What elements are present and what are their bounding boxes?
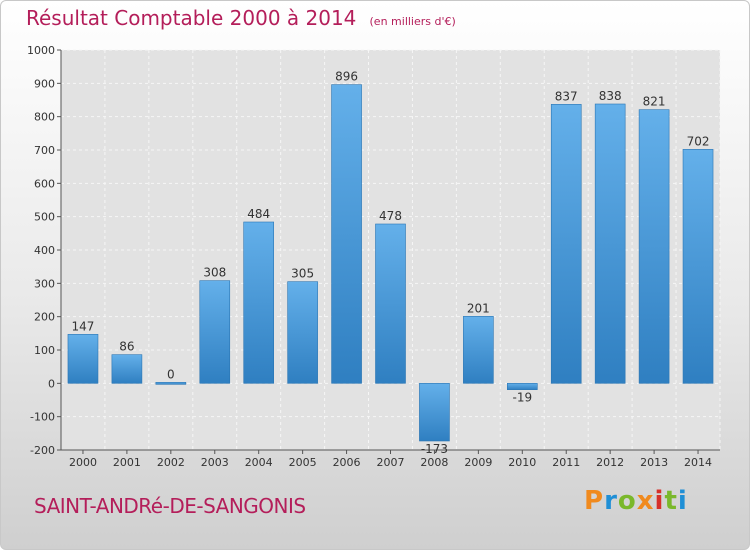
x-tick-label: 2004 bbox=[245, 456, 273, 469]
x-tick-label: 2011 bbox=[552, 456, 580, 469]
x-tick-label: 2002 bbox=[157, 456, 185, 469]
logo-letter: i bbox=[677, 486, 688, 516]
bar bbox=[638, 109, 670, 384]
y-tick-label: 0 bbox=[48, 377, 55, 390]
bar bbox=[550, 104, 582, 384]
x-tick-label: 2000 bbox=[69, 456, 97, 469]
x-tick-label: 2003 bbox=[201, 456, 229, 469]
y-tick-label: 500 bbox=[34, 211, 55, 224]
bar bbox=[155, 382, 187, 385]
y-tick-label: 600 bbox=[34, 177, 55, 190]
bar bbox=[463, 316, 494, 384]
data-label: -19 bbox=[512, 391, 532, 405]
data-label: 821 bbox=[643, 95, 666, 109]
data-label: -173 bbox=[421, 442, 448, 456]
chart-title-block: Résultat Comptable 2000 à 2014 (en milli… bbox=[26, 6, 456, 30]
data-label: 86 bbox=[119, 340, 134, 354]
bar bbox=[199, 280, 231, 384]
x-tick-label: 2006 bbox=[333, 456, 361, 469]
y-tick-label: 100 bbox=[34, 344, 55, 357]
bar bbox=[287, 281, 318, 384]
chart-subtitle: (en milliers d'€) bbox=[369, 15, 456, 28]
bar bbox=[682, 149, 714, 384]
x-tick-label: 2001 bbox=[113, 456, 141, 469]
y-tick-label: 1000 bbox=[27, 44, 55, 57]
x-tick-label: 2005 bbox=[289, 456, 317, 469]
logo-letter: P bbox=[584, 486, 605, 516]
data-label: 838 bbox=[599, 89, 622, 103]
x-tick-label: 2012 bbox=[596, 456, 624, 469]
data-label: 305 bbox=[291, 267, 314, 281]
bar bbox=[594, 103, 626, 384]
logo-letter: x bbox=[636, 486, 655, 516]
data-label: 0 bbox=[167, 367, 175, 381]
bar bbox=[243, 221, 274, 384]
x-tick-label: 2013 bbox=[640, 456, 668, 469]
bar bbox=[331, 84, 362, 384]
data-label: 308 bbox=[203, 266, 226, 280]
data-label: 896 bbox=[335, 70, 358, 84]
y-tick-label: -100 bbox=[30, 411, 55, 424]
x-tick-label: 2010 bbox=[508, 456, 536, 469]
y-tick-label: 700 bbox=[34, 144, 55, 157]
logo-letter: i bbox=[654, 486, 665, 516]
bar bbox=[111, 354, 143, 384]
data-label: 702 bbox=[687, 134, 710, 148]
x-tick-label: 2014 bbox=[684, 456, 712, 469]
logo-letter: r bbox=[604, 486, 618, 516]
y-tick-label: 900 bbox=[34, 77, 55, 90]
x-tick-label: 2009 bbox=[464, 456, 492, 469]
bar bbox=[67, 334, 99, 384]
logo-letter: o bbox=[617, 486, 637, 516]
chart-title: Résultat Comptable 2000 à 2014 bbox=[26, 6, 357, 30]
x-tick-label: 2008 bbox=[420, 456, 448, 469]
bar bbox=[506, 383, 538, 390]
x-tick-label: 2007 bbox=[377, 456, 405, 469]
bar bbox=[419, 383, 450, 442]
data-label: 837 bbox=[555, 89, 578, 103]
bar bbox=[375, 223, 406, 384]
proxiti-logo: Proxiti bbox=[584, 486, 688, 516]
logo-letter: t bbox=[664, 486, 678, 516]
data-label: 201 bbox=[467, 301, 490, 315]
y-tick-label: 300 bbox=[34, 277, 55, 290]
data-label: 147 bbox=[72, 319, 95, 333]
y-tick-label: 200 bbox=[34, 311, 55, 324]
data-label: 484 bbox=[247, 207, 270, 221]
y-tick-label: 800 bbox=[34, 111, 55, 124]
data-label: 478 bbox=[379, 209, 402, 223]
town-name: SAINT-ANDRé-DE-SANGONIS bbox=[34, 494, 306, 518]
y-tick-label: -200 bbox=[30, 444, 55, 457]
y-tick-label: 400 bbox=[34, 244, 55, 257]
